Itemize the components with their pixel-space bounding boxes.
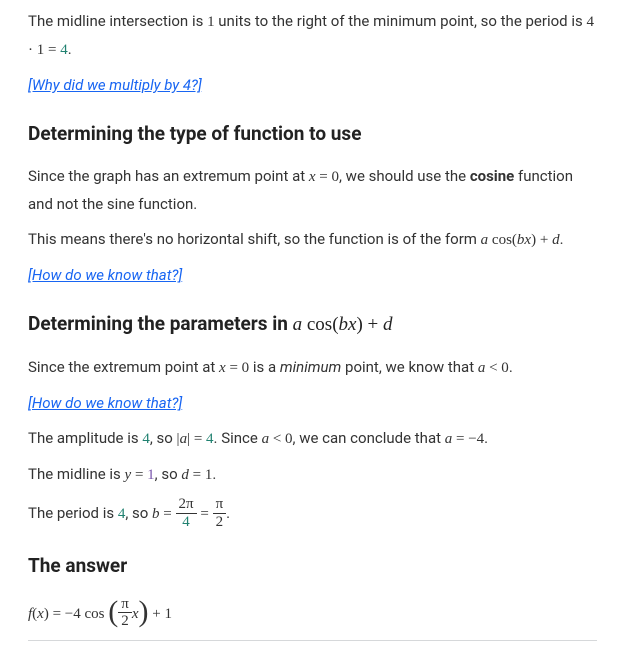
text: . — [509, 358, 513, 376]
answer-equation: f(x) = −4 cos (π2x) + 1 — [28, 596, 597, 632]
text: . Since — [214, 429, 262, 447]
text: point, we know that — [341, 358, 478, 376]
eq: = 0 — [316, 169, 339, 185]
text: The midline is — [28, 465, 125, 483]
text: . — [560, 230, 564, 248]
text: The period is — [28, 504, 118, 522]
eq: x — [309, 169, 316, 185]
tail: + 1 — [149, 606, 172, 622]
text: Since the graph has an extremum point at — [28, 167, 309, 185]
text: Determining the parameters in — [28, 312, 293, 335]
paragraph-midline-intersection: The midline intersection is 1 units to t… — [28, 8, 597, 64]
text: , so — [150, 429, 177, 447]
eq: = — [160, 506, 176, 522]
text: , we should use the — [339, 167, 470, 185]
right-paren: ) — [139, 595, 149, 628]
cosine-word: cosine — [470, 167, 514, 185]
text: units to the right of the minimum point,… — [215, 12, 587, 30]
paragraph-midline: The midline is y = 1, so d = 1. — [28, 461, 597, 489]
link-how-know-2[interactable]: [How do we know that?] — [28, 394, 182, 412]
expr-result: 4 — [60, 42, 68, 58]
paragraph-no-shift: This means there's no horizontal shift, … — [28, 226, 597, 254]
left-paren: ( — [108, 595, 118, 628]
divider — [28, 640, 597, 641]
text: This means there's no horizontal shift, … — [28, 230, 481, 248]
frac-num: π — [118, 596, 132, 614]
paragraph-period: The period is 4, so b = 2π4 = π2. — [28, 497, 597, 531]
amp: 4 — [142, 431, 150, 447]
heading-function-type: Determining the type of function to use — [28, 117, 597, 151]
frac-num: 2π — [179, 496, 194, 512]
num-one: 1 — [207, 14, 215, 30]
x: x — [132, 606, 139, 622]
frac-num: π — [213, 496, 227, 514]
one: 1 — [147, 467, 155, 483]
frac-den: 4 — [176, 514, 197, 531]
text: The midline intersection is — [28, 12, 207, 30]
text: is a — [249, 358, 280, 376]
frac-den: 2 — [213, 514, 227, 531]
heading-parameters: Determining the parameters in a cos(bx) … — [28, 307, 597, 342]
text: Since the extremum point at — [28, 358, 219, 376]
heading-answer: The answer — [28, 549, 597, 583]
paragraph-minimum: Since the extremum point at x = 0 is a m… — [28, 354, 597, 382]
abs-result: 4 — [206, 431, 214, 447]
minimum-word: minimum — [280, 358, 341, 376]
link-why-multiply[interactable]: [Why did we multiply by 4?] — [28, 76, 202, 94]
text: , so — [155, 465, 182, 483]
text: , so — [125, 504, 152, 522]
eq: = — [197, 506, 213, 522]
text: The amplitude is — [28, 429, 142, 447]
text: . — [226, 504, 230, 522]
b: b — [152, 506, 160, 522]
text: . — [484, 429, 488, 447]
eq: = — [131, 467, 147, 483]
frac-den: 2 — [118, 613, 132, 630]
paragraph-extremum: Since the graph has an extremum point at… — [28, 163, 597, 218]
text: . — [212, 465, 216, 483]
link-how-know-1[interactable]: [How do we know that?] — [28, 266, 182, 284]
paragraph-amplitude: The amplitude is 4, so |a| = 4. Since a … — [28, 425, 597, 453]
text: , we can conclude that — [293, 429, 445, 447]
text: . — [68, 40, 72, 58]
